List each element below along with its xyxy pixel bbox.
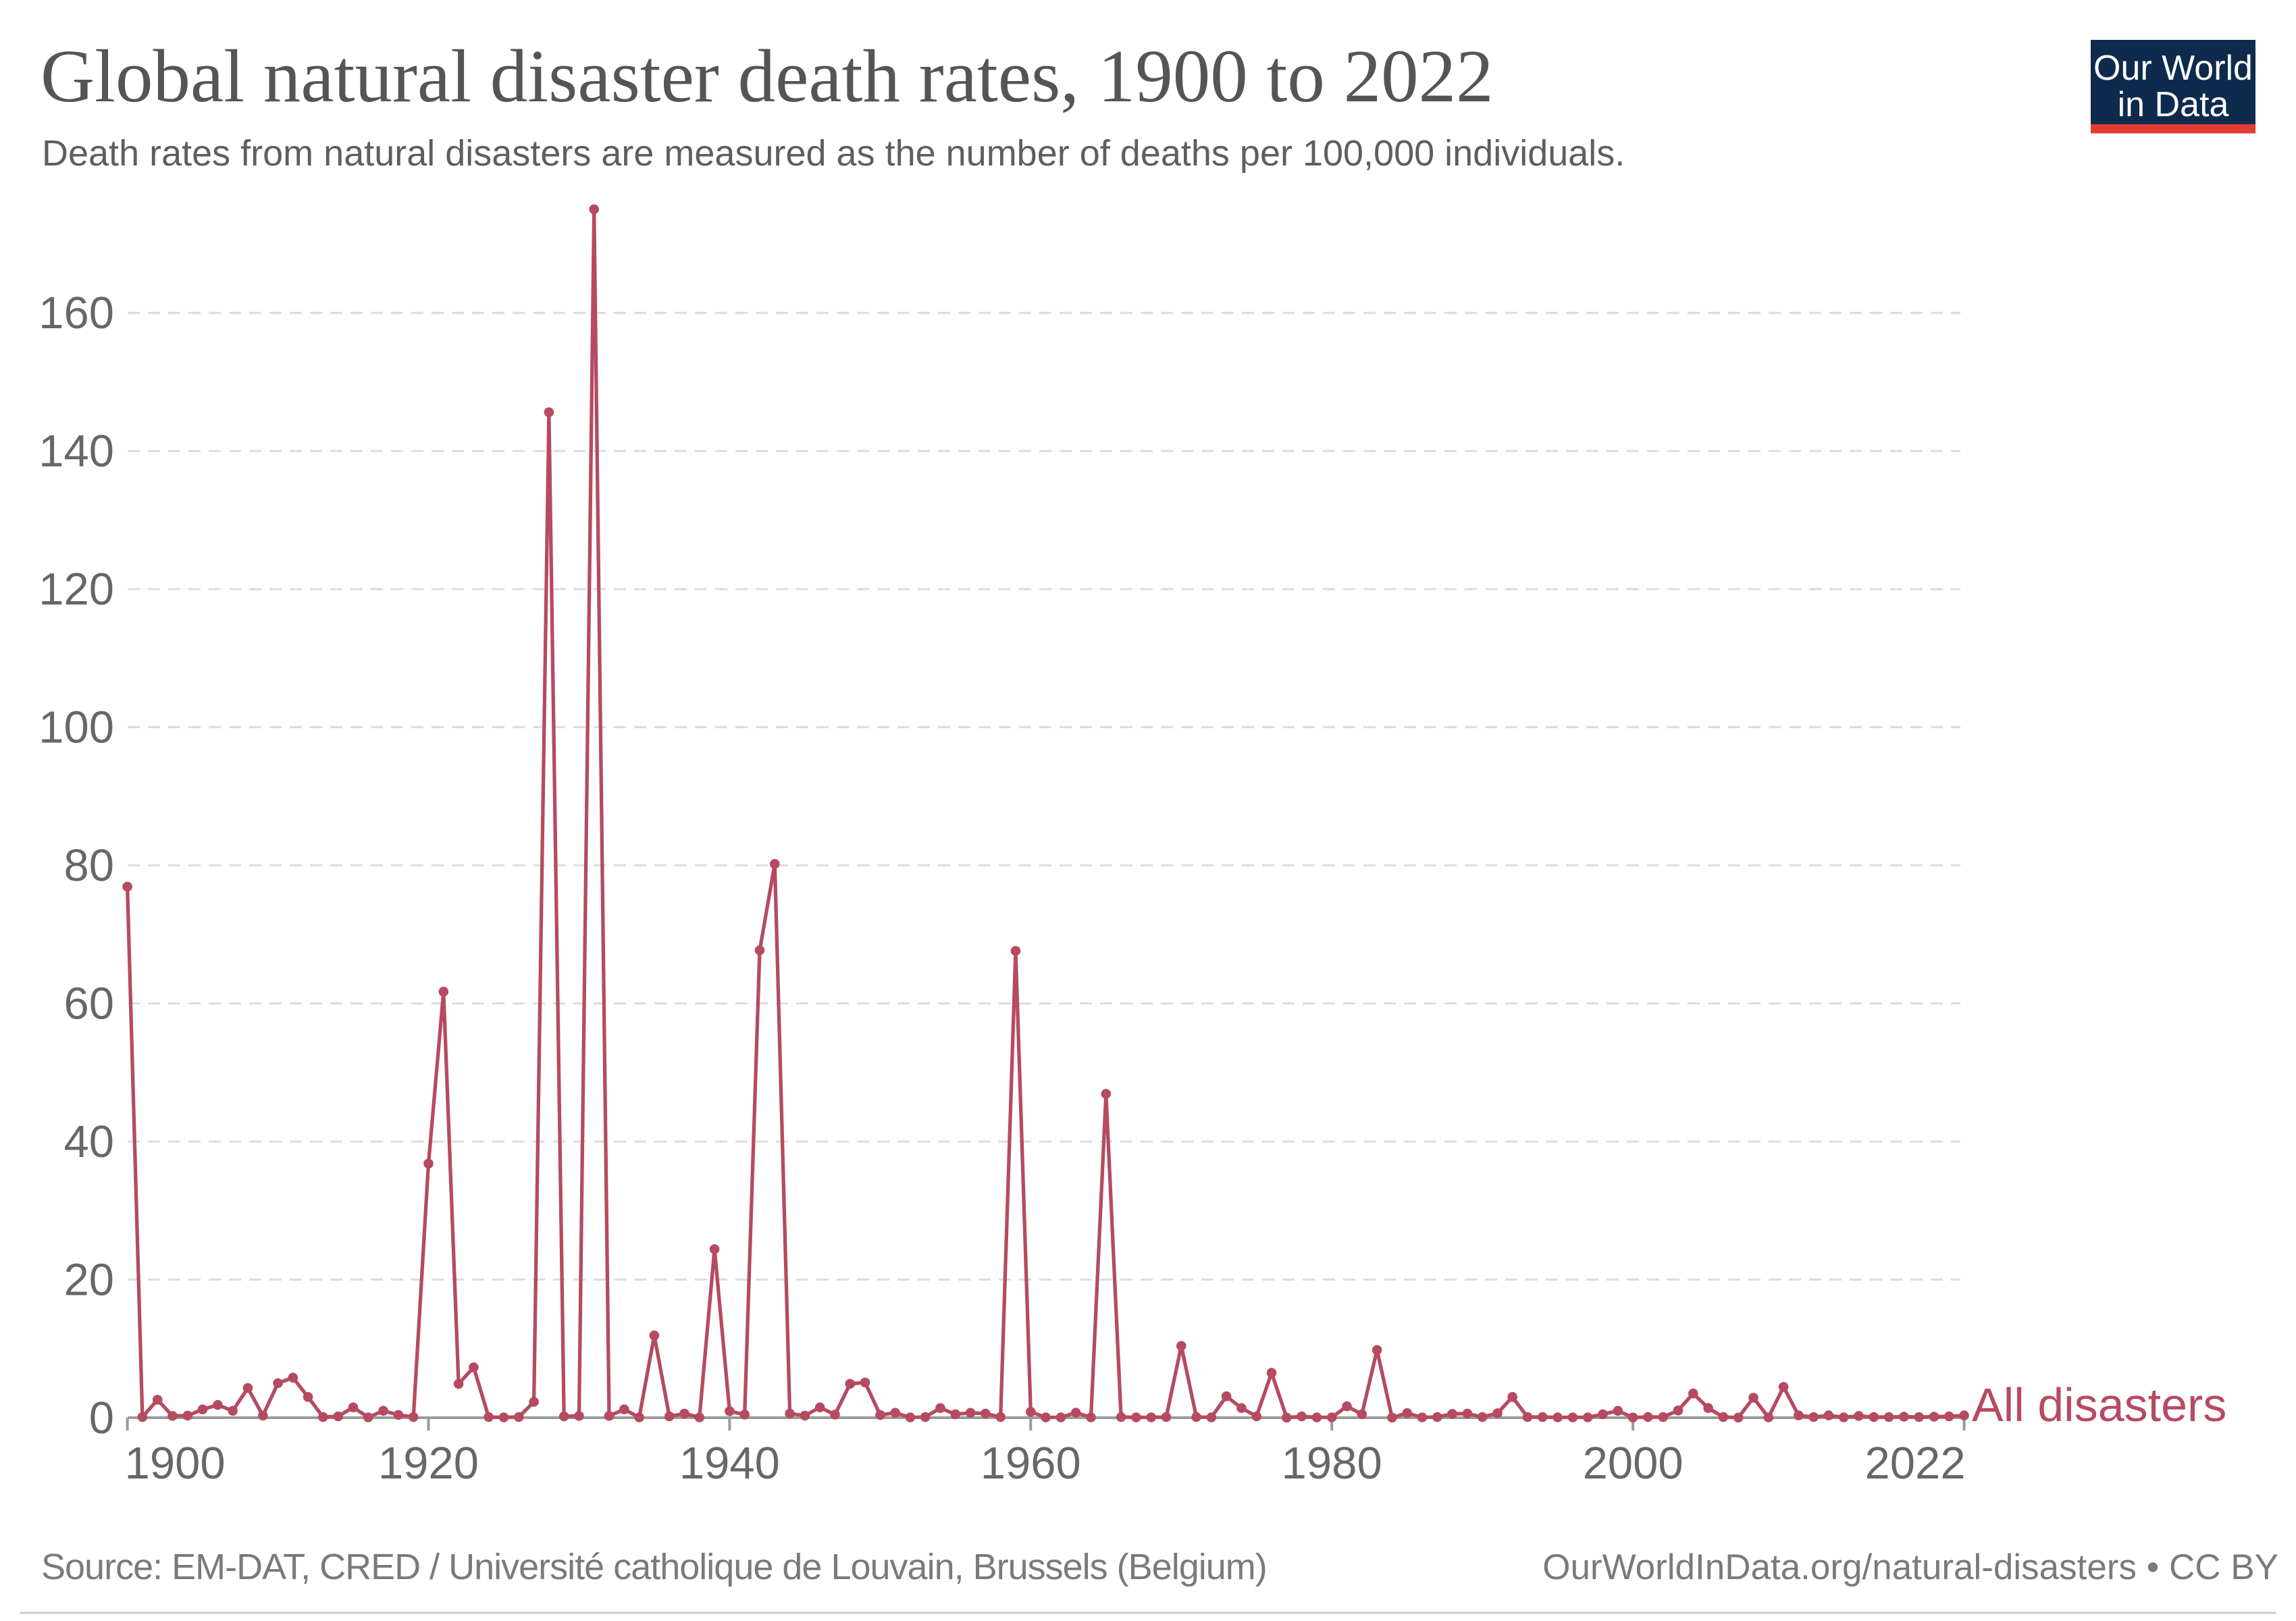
svg-text:160: 160 <box>38 288 114 338</box>
svg-text:80: 80 <box>63 840 114 891</box>
svg-text:in Data: in Data <box>2118 85 2229 124</box>
svg-text:Source: EM-DAT, CRED / Univers: Source: EM-DAT, CRED / Université cathol… <box>41 1547 1267 1587</box>
svg-text:1900: 1900 <box>125 1438 226 1489</box>
svg-text:140: 140 <box>38 426 114 477</box>
svg-text:OurWorldInData.org/natural-dis: OurWorldInData.org/natural-disasters • C… <box>1542 1547 2278 1587</box>
svg-text:120: 120 <box>38 564 114 615</box>
svg-text:Our World: Our World <box>2093 49 2253 88</box>
svg-text:2022: 2022 <box>1865 1438 1966 1489</box>
svg-text:100: 100 <box>38 702 114 753</box>
svg-text:1920: 1920 <box>378 1438 479 1489</box>
svg-text:20: 20 <box>63 1255 114 1306</box>
svg-text:Death rates from natural disas: Death rates from natural disasters are m… <box>42 133 1625 174</box>
svg-text:40: 40 <box>63 1116 114 1167</box>
svg-text:2000: 2000 <box>1583 1438 1684 1489</box>
svg-text:1960: 1960 <box>981 1438 1081 1489</box>
svg-text:60: 60 <box>63 979 114 1029</box>
svg-text:0: 0 <box>89 1393 114 1443</box>
svg-text:Global natural disaster death: Global natural disaster death rates, 190… <box>41 35 1494 118</box>
svg-text:All disasters: All disasters <box>1972 1379 2226 1431</box>
svg-text:1980: 1980 <box>1282 1438 1382 1489</box>
svg-text:1940: 1940 <box>679 1438 780 1489</box>
